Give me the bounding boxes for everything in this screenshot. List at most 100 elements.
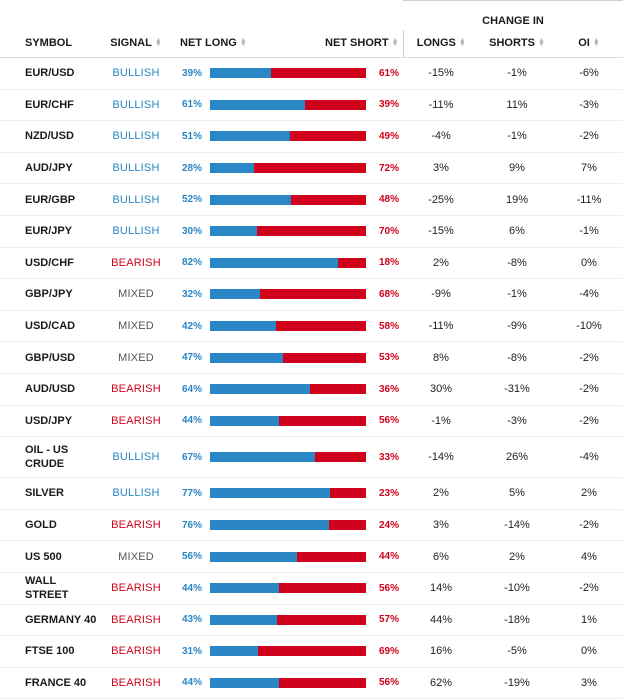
symbol-cell[interactable]: AUD/JPY (0, 152, 100, 185)
net-short-percent: 58% (368, 310, 403, 343)
sentiment-bar (210, 226, 366, 237)
table-row[interactable]: USD/CHF BEARISH 82% 18% 2% -8% 0% (0, 247, 623, 280)
table-row[interactable]: WALL STREET BEARISH 44% 56% 14% -10% -2% (0, 572, 623, 605)
signal-cell: MIXED (100, 278, 172, 311)
shorts-change-cell: -31% (479, 373, 555, 406)
longs-header[interactable]: LONGS ▲ ▼ (402, 30, 479, 58)
longs-change-cell: 2% (403, 477, 479, 510)
symbol-cell[interactable]: GOLD (0, 509, 100, 542)
sentiment-bar-cell (210, 152, 368, 185)
table-row[interactable]: OIL - US CRUDE BULLISH 67% 33% -14% 26% -4% (0, 436, 623, 479)
shorts-change-cell: -1% (479, 57, 555, 90)
shorts-change-cell: -3% (479, 405, 555, 438)
signal-header-label: SIGNAL (110, 37, 152, 49)
table-row[interactable]: AUD/USD BEARISH 64% 36% 30% -31% -2% (0, 373, 623, 406)
symbol-cell[interactable]: EUR/USD (0, 57, 100, 90)
sentiment-bar (210, 99, 366, 110)
table-row[interactable]: GBP/JPY MIXED 32% 68% -9% -1% -4% (0, 278, 623, 311)
oi-header[interactable]: OI ▲ ▼ (555, 30, 623, 58)
sentiment-bar-cell (210, 278, 368, 311)
net-short-percent: 44% (368, 540, 403, 573)
net-short-bar (275, 321, 366, 332)
net-short-bar (259, 289, 366, 300)
net-short-header[interactable]: ▲ ▼ NET SHORT (325, 30, 403, 58)
symbol-cell[interactable]: FTSE 100 (0, 635, 100, 668)
table-row[interactable]: EUR/GBP BULLISH 52% 48% -25% 19% -11% (0, 183, 623, 216)
net-short-percent: 49% (368, 120, 403, 153)
table-row[interactable]: FTSE 100 BEARISH 31% 69% 16% -5% 0% (0, 635, 623, 668)
net-long-bar (210, 583, 279, 594)
table-row[interactable]: NZD/USD BULLISH 51% 49% -4% -1% -2% (0, 120, 623, 153)
net-short-percent: 69% (368, 635, 403, 668)
symbol-cell[interactable]: NZD/USD (0, 120, 100, 153)
symbol-cell[interactable]: EUR/GBP (0, 183, 100, 216)
longs-change-cell: 3% (403, 509, 479, 542)
table-row[interactable]: GBP/USD MIXED 47% 53% 8% -8% -2% (0, 341, 623, 374)
table-row[interactable]: EUR/JPY BULLISH 30% 70% -15% 6% -1% (0, 215, 623, 248)
signal-cell: MIXED (100, 341, 172, 374)
shorts-change-cell: 26% (479, 436, 555, 479)
net-short-bar (330, 488, 366, 499)
sentiment-bar (210, 520, 366, 531)
symbol-cell[interactable]: USD/CAD (0, 310, 100, 343)
symbol-cell[interactable]: USD/JPY (0, 405, 100, 438)
signal-cell: BULLISH (100, 57, 172, 90)
symbol-cell[interactable]: WALL STREET (0, 572, 100, 605)
table-row[interactable]: AUD/JPY BULLISH 28% 72% 3% 9% 7% (0, 152, 623, 185)
signal-cell: MIXED (100, 310, 172, 343)
signal-cell: BULLISH (100, 477, 172, 510)
longs-change-cell: 2% (403, 247, 479, 280)
net-long-percent: 44% (172, 572, 210, 605)
oi-change-cell: -11% (555, 183, 623, 216)
symbol-cell[interactable]: USD/CHF (0, 247, 100, 280)
table-row[interactable]: USD/JPY BEARISH 44% 56% -1% -3% -2% (0, 405, 623, 438)
signal-cell: BULLISH (100, 215, 172, 248)
table-row[interactable]: SILVER BULLISH 77% 23% 2% 5% 2% (0, 477, 623, 510)
net-long-percent: 51% (172, 120, 210, 153)
shorts-change-cell: -10% (479, 572, 555, 605)
sentiment-bar-cell (210, 89, 368, 122)
symbol-cell[interactable]: GERMANY 40 (0, 604, 100, 637)
symbol-cell[interactable]: GBP/JPY (0, 278, 100, 311)
signal-cell: BEARISH (100, 604, 172, 637)
symbol-cell[interactable]: EUR/CHF (0, 89, 100, 122)
net-long-bar (210, 384, 310, 395)
net-long-percent: 42% (172, 310, 210, 343)
table-row[interactable]: FRANCE 40 BEARISH 44% 56% 62% -19% 3% (0, 667, 623, 699)
table-row[interactable]: EUR/USD BULLISH 39% 61% -15% -1% -6% (0, 57, 623, 90)
table-row[interactable]: GERMANY 40 BEARISH 43% 57% 44% -18% 1% (0, 604, 623, 637)
net-short-bar (305, 99, 366, 110)
net-long-bar (210, 163, 254, 174)
net-short-percent: 24% (368, 509, 403, 542)
symbol-header[interactable]: SYMBOL (0, 30, 100, 58)
sentiment-bar-cell (210, 120, 368, 153)
symbol-cell[interactable]: GBP/USD (0, 341, 100, 374)
symbol-cell[interactable]: EUR/JPY (0, 215, 100, 248)
net-short-bar (337, 257, 366, 268)
oi-change-cell: -2% (555, 572, 623, 605)
symbol-cell[interactable]: US 500 (0, 540, 100, 573)
table-row[interactable]: USD/CAD MIXED 42% 58% -11% -9% -10% (0, 310, 623, 343)
net-long-bar (210, 452, 315, 463)
longs-change-cell: -14% (403, 436, 479, 479)
change-in-group-label: CHANGE IN (403, 0, 623, 30)
symbol-cell[interactable]: FRANCE 40 (0, 667, 100, 699)
table-row[interactable]: US 500 MIXED 56% 44% 6% 2% 4% (0, 540, 623, 573)
signal-header[interactable]: SIGNAL ▲ ▼ (100, 30, 172, 58)
table-row[interactable]: EUR/CHF BULLISH 61% 39% -11% 11% -3% (0, 89, 623, 122)
symbol-cell[interactable]: SILVER (0, 477, 100, 510)
shorts-change-cell: -1% (479, 120, 555, 153)
net-long-percent: 44% (172, 405, 210, 438)
shorts-change-cell: 2% (479, 540, 555, 573)
net-long-percent: 61% (172, 89, 210, 122)
symbol-cell[interactable]: AUD/USD (0, 373, 100, 406)
signal-cell: BEARISH (100, 247, 172, 280)
sentiment-bar (210, 583, 366, 594)
shorts-header[interactable]: SHORTS ▲ ▼ (479, 30, 555, 58)
symbol-cell[interactable]: OIL - US CRUDE (0, 436, 100, 479)
shorts-change-cell: 11% (479, 89, 555, 122)
net-short-bar (283, 352, 366, 363)
net-long-header[interactable]: NET LONG ▲ ▼ (172, 30, 368, 58)
table-row[interactable]: GOLD BEARISH 76% 24% 3% -14% -2% (0, 509, 623, 542)
sentiment-bar (210, 415, 366, 426)
